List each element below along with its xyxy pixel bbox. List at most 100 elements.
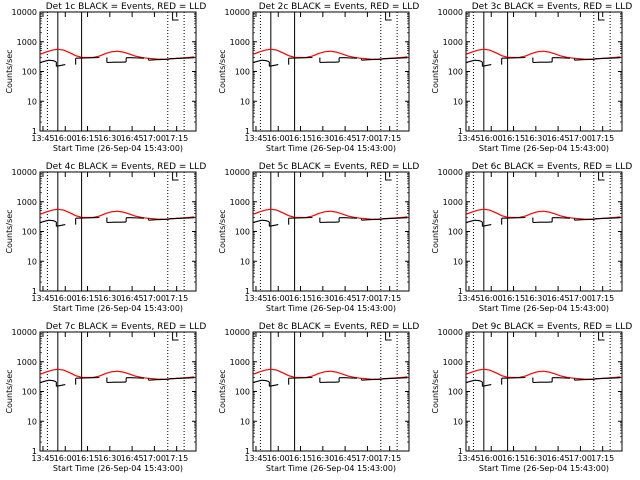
y-tick-label: 100 [235, 68, 250, 77]
series-events-black-segment [75, 216, 100, 219]
series-lld-red [252, 48, 408, 60]
x-tick-label: 16:00 [54, 134, 77, 143]
x-tick-label: 16:00 [480, 134, 503, 143]
series-events-black-segment [148, 58, 170, 61]
series-events-black-segment [361, 378, 383, 381]
y-tick-label: 10 [27, 257, 37, 266]
series-events-black-segment [595, 377, 621, 380]
y-tick-label: 1 [32, 287, 37, 296]
series-lld-red [252, 208, 408, 220]
x-tick-label: 16:30 [98, 454, 121, 463]
y-tick-label: 1000 [230, 358, 250, 367]
plot-frame [465, 11, 623, 132]
series-lld-red [39, 208, 195, 220]
series-events-black-segment [56, 224, 66, 227]
x-tick-label: 16:45 [334, 294, 357, 303]
x-tick-label: 16:45 [121, 134, 144, 143]
y-tick-label: 1000 [230, 198, 250, 207]
y-tick-label: 10000 [225, 8, 250, 17]
panel-8: Det 8c BLACK = Events, RED = LLD 1 10 100 10… [218, 322, 419, 473]
x-tick-label: 17:15 [591, 454, 614, 463]
plot-frame [252, 331, 410, 452]
series-events-black-segment [75, 56, 100, 59]
panel-title: Det 2c BLACK = Events, RED = LLD [259, 2, 420, 12]
series-events-black-segment [319, 381, 340, 384]
bracket-marker [598, 332, 605, 341]
y-axis-title: Counts/sec [218, 209, 227, 253]
series-events-black-segment [288, 216, 313, 219]
panel-1: Det 1c BLACK = Events, RED = LLD 1 10 100 10… [5, 2, 206, 153]
x-tick-label: 16:00 [267, 294, 290, 303]
x-tick-label: 16:15 [502, 454, 525, 463]
x-tick-label: 16:30 [98, 134, 121, 143]
plot-frame [465, 331, 623, 452]
y-axis-title: Counts/sec [431, 49, 440, 93]
y-tick-label: 10 [240, 97, 250, 106]
series-events-black-segment [574, 58, 596, 61]
x-tick-label: 17:00 [356, 454, 379, 463]
series-events-black-segment [169, 217, 195, 220]
series-events-black-segment [339, 57, 358, 59]
y-tick-label: 100 [448, 68, 463, 77]
x-axis-title: Start Time (26-Sep-04 15:43:00) [266, 144, 396, 153]
x-axis-title: Start Time (26-Sep-04 15:43:00) [53, 464, 183, 473]
x-tick-label: 17:15 [378, 454, 401, 463]
series-events-black-segment [169, 377, 195, 380]
series-events-black-segment [532, 221, 553, 224]
series-events-black-segment [382, 217, 408, 220]
x-tick-label: 16:15 [76, 134, 99, 143]
y-tick-label: 1 [245, 127, 250, 136]
series-events-black-segment [75, 376, 100, 379]
x-tick-label: 13:45 [457, 454, 480, 463]
panel-5: Det 5c BLACK = Events, RED = LLD 1 10 100 10… [218, 162, 419, 313]
plot-frame [39, 331, 197, 452]
bracket-marker [172, 332, 179, 341]
y-tick-label: 1000 [17, 38, 37, 47]
x-tick-label: 17:00 [143, 134, 166, 143]
x-tick-label: 16:30 [524, 294, 547, 303]
series-events-black-segment [269, 64, 279, 67]
x-tick-label: 17:15 [378, 134, 401, 143]
x-tick-label: 17:15 [378, 294, 401, 303]
x-tick-label: 17:15 [165, 294, 188, 303]
panel-6: Det 6c BLACK = Events, RED = LLD 1 10 100 10… [431, 162, 632, 313]
x-tick-label: 16:15 [76, 454, 99, 463]
series-events-black-segment [482, 384, 492, 387]
x-tick-label: 17:15 [591, 134, 614, 143]
series-events-black-segment [126, 217, 145, 219]
x-tick-label: 16:45 [547, 134, 570, 143]
series-events-black-segment [482, 64, 492, 67]
plot-frame [39, 11, 197, 132]
y-tick-label: 10 [453, 97, 463, 106]
series-events-black-segment [169, 57, 195, 60]
panel-2: Det 2c BLACK = Events, RED = LLD 1 10 100 10… [218, 2, 419, 153]
y-tick-label: 10 [27, 417, 37, 426]
series-events-black-segment [252, 59, 270, 64]
x-tick-label: 17:00 [356, 294, 379, 303]
series-events-black-segment [269, 224, 279, 227]
plot-frame [465, 171, 623, 292]
series-events-black-segment [361, 58, 383, 61]
x-tick-label: 17:15 [165, 454, 188, 463]
x-tick-label: 17:00 [143, 294, 166, 303]
x-axis-title: Start Time (26-Sep-04 15:43:00) [266, 464, 396, 473]
y-tick-label: 1000 [17, 198, 37, 207]
series-events-black-segment [501, 216, 526, 219]
y-tick-label: 10 [240, 417, 250, 426]
y-tick-label: 1 [458, 287, 463, 296]
y-tick-label: 10000 [12, 328, 37, 337]
x-tick-label: 16:15 [76, 294, 99, 303]
x-tick-label: 13:45 [457, 294, 480, 303]
panel-title: Det 3c BLACK = Events, RED = LLD [472, 2, 633, 12]
series-events-black-segment [339, 377, 358, 379]
y-axis-title: Counts/sec [431, 209, 440, 253]
y-tick-label: 10 [453, 257, 463, 266]
x-tick-label: 16:15 [289, 454, 312, 463]
series-events-black-segment [126, 377, 145, 379]
panel-title: Det 5c BLACK = Events, RED = LLD [259, 162, 420, 172]
series-events-black-segment [532, 381, 553, 384]
y-tick-label: 10 [27, 97, 37, 106]
y-tick-label: 1000 [443, 38, 463, 47]
y-tick-label: 100 [22, 68, 37, 77]
series-lld-red [465, 48, 621, 60]
